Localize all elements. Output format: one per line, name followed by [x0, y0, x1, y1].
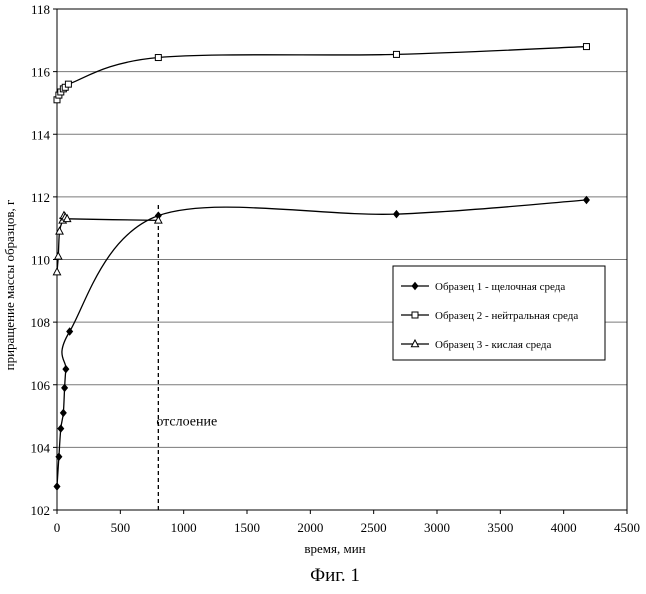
y-tick-label: 108	[31, 315, 51, 330]
series-line-2	[57, 47, 586, 100]
series-line-3	[57, 216, 158, 272]
data-point-triangle	[55, 252, 62, 259]
y-axis-title: приращение массы образцов, г	[2, 200, 17, 371]
data-point-square	[65, 81, 71, 87]
data-point-diamond	[54, 483, 60, 490]
x-tick-label: 1500	[234, 520, 260, 535]
y-tick-label: 106	[31, 378, 51, 393]
legend-label: Образец 1 - щелочная среда	[435, 281, 565, 293]
x-tick-label: 4500	[614, 520, 640, 535]
annotations: отслоение	[156, 203, 217, 510]
legend-label: Образец 3 - кислая среда	[435, 339, 551, 351]
data-point-triangle	[53, 268, 60, 275]
data-point-diamond	[62, 384, 68, 391]
data-point-diamond	[583, 196, 589, 203]
data-point-diamond	[58, 425, 64, 432]
x-tick-label: 1000	[171, 520, 197, 535]
data-point-diamond	[60, 409, 66, 416]
annotation-label: отслоение	[156, 414, 217, 429]
data-point-square	[155, 55, 161, 61]
data-point-square	[412, 312, 418, 318]
x-tick-label: 3000	[424, 520, 450, 535]
y-tick-label: 110	[31, 253, 50, 268]
x-tick-label: 3500	[487, 520, 513, 535]
y-tick-label: 102	[31, 503, 51, 518]
x-tick-label: 0	[54, 520, 61, 535]
y-tick-label: 104	[31, 440, 51, 455]
axes	[53, 9, 627, 514]
gridlines	[57, 72, 627, 448]
y-tick-label: 114	[31, 127, 51, 142]
data-point-square	[583, 44, 589, 50]
data-point-diamond	[63, 365, 69, 372]
y-tick-label: 112	[31, 190, 50, 205]
figure-caption: Фиг. 1	[310, 565, 360, 586]
x-tick-label: 500	[111, 520, 131, 535]
series-2	[54, 44, 589, 103]
x-tick-label: 2500	[361, 520, 387, 535]
data-point-square	[393, 51, 399, 57]
x-tick-label: 4000	[551, 520, 577, 535]
legend-label: Образец 2 - нейтральная среда	[435, 310, 578, 322]
x-tick-label: 2000	[297, 520, 323, 535]
y-tick-label: 116	[31, 65, 51, 80]
legend: Образец 1 - щелочная среда Образец 2 - не…	[393, 266, 605, 360]
x-axis-title: время, мин	[304, 541, 365, 556]
y-tick-label: 118	[31, 2, 50, 17]
data-point-diamond	[393, 210, 399, 217]
